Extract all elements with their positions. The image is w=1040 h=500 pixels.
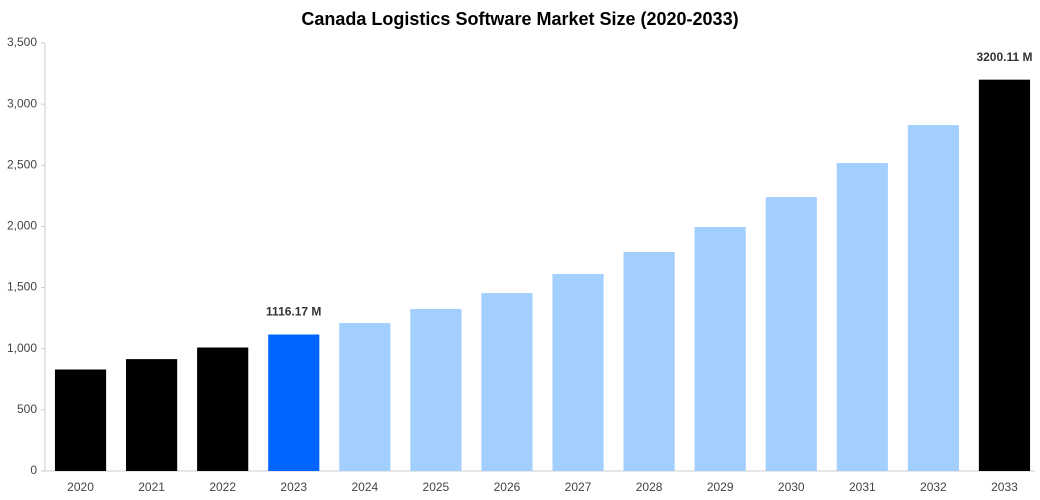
bar — [552, 273, 604, 471]
y-tick-label: 0 — [30, 463, 37, 477]
y-tick-label: 1,000 — [7, 341, 37, 355]
x-tick-label: 2028 — [636, 480, 663, 494]
x-tick-label: 2023 — [280, 480, 307, 494]
x-tick-label: 2025 — [423, 480, 450, 494]
x-tick-label: 2024 — [351, 480, 378, 494]
bar — [339, 323, 391, 471]
bar — [126, 359, 178, 471]
bar — [907, 125, 959, 471]
bar — [268, 334, 320, 471]
x-tick-label: 2031 — [849, 480, 876, 494]
value-label: 3200.11 M — [976, 50, 1032, 64]
x-tick-label: 2020 — [67, 480, 94, 494]
bar — [481, 293, 533, 471]
y-tick-label: 1,500 — [7, 280, 37, 294]
x-tick-label: 2032 — [920, 480, 947, 494]
x-tick-label: 2033 — [991, 480, 1018, 494]
x-tick-label: 2029 — [707, 480, 734, 494]
y-tick-label: 3,500 — [7, 35, 37, 49]
chart-title: Canada Logistics Software Market Size (2… — [301, 9, 738, 29]
bar — [623, 251, 675, 471]
bar — [836, 163, 888, 471]
bar — [54, 369, 107, 471]
x-tick-label: 2026 — [494, 480, 521, 494]
x-tick-label: 2022 — [209, 480, 236, 494]
y-tick-label: 500 — [17, 402, 37, 416]
x-tick-label: 2030 — [778, 480, 805, 494]
y-tick-label: 2,000 — [7, 219, 37, 233]
y-tick-label: 2,500 — [7, 157, 37, 171]
bar — [197, 347, 249, 471]
value-label: 1116.17 M — [266, 305, 321, 319]
bar — [410, 308, 462, 471]
y-tick-label: 3,000 — [7, 96, 37, 110]
x-tick-label: 2021 — [138, 480, 165, 494]
bar — [978, 79, 1031, 471]
bar — [765, 197, 817, 471]
bar — [694, 227, 746, 471]
x-tick-label: 2027 — [565, 480, 592, 494]
